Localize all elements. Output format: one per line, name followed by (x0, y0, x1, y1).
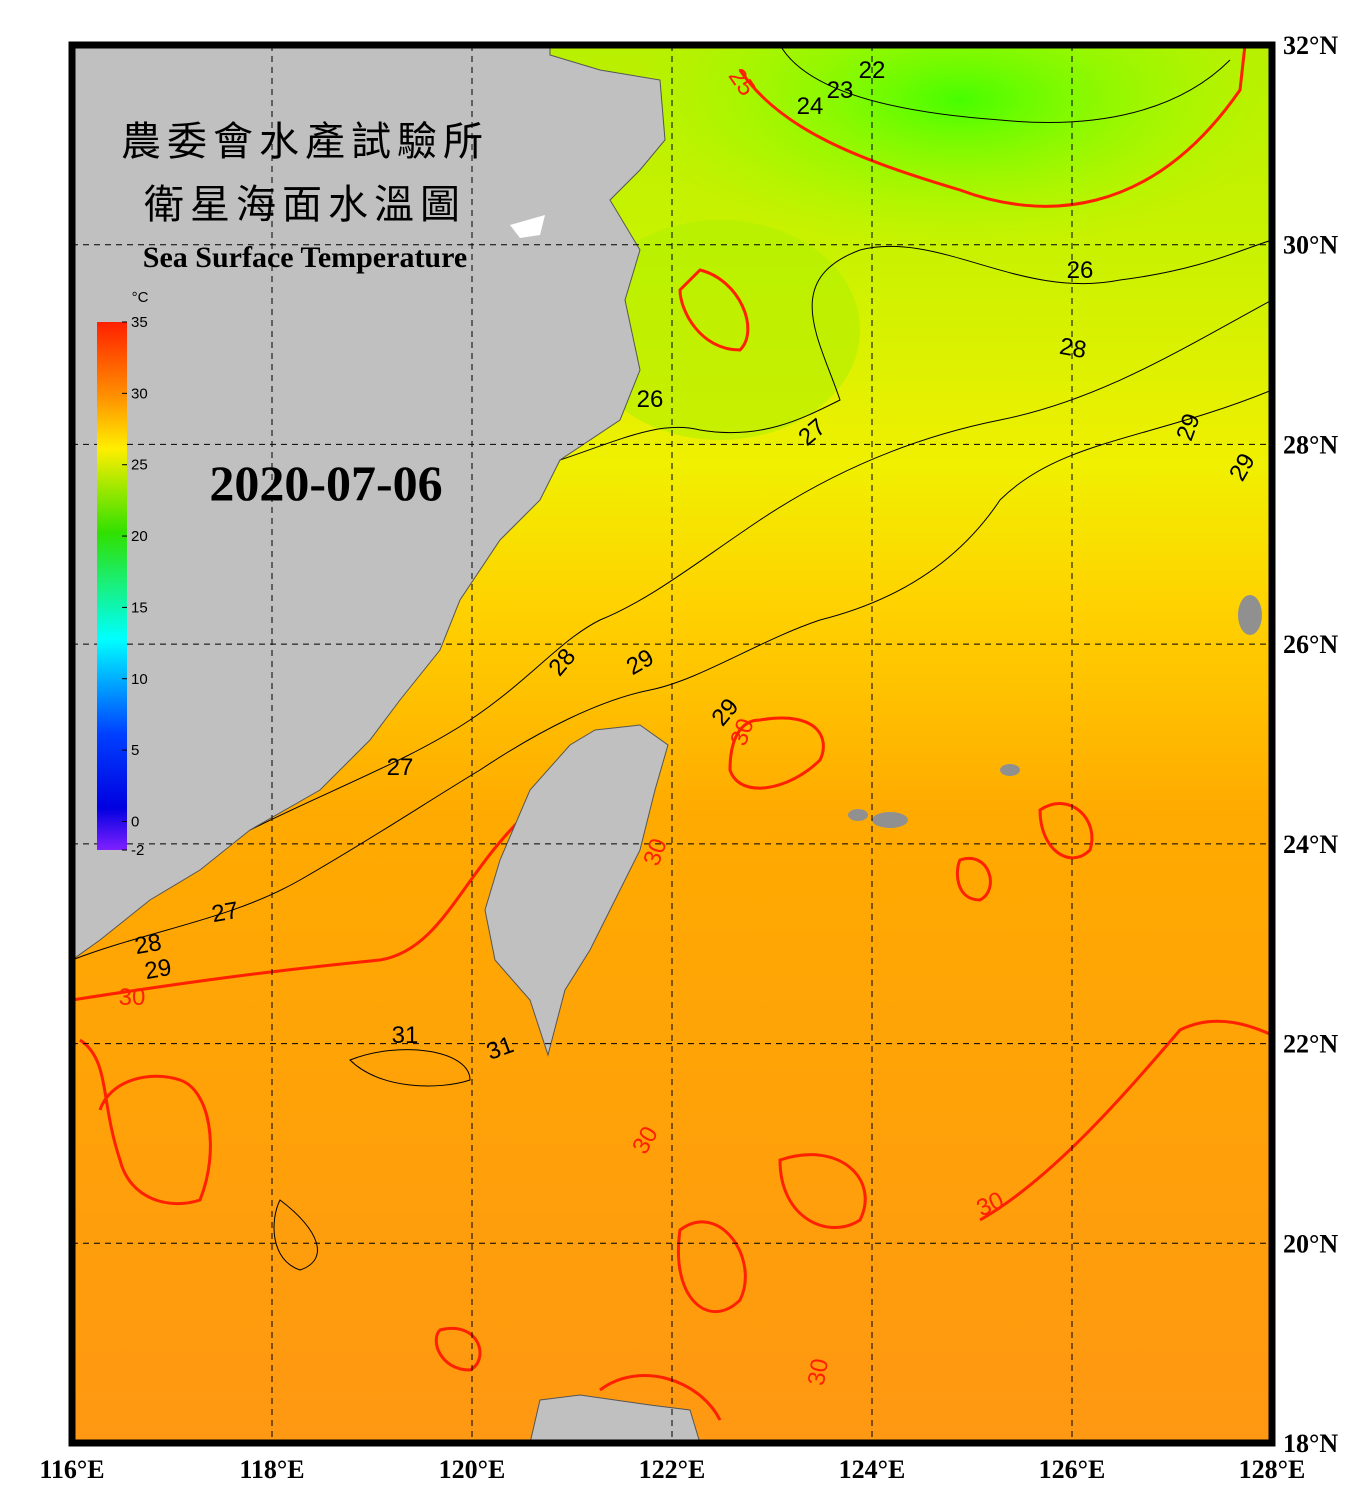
colorbar-tick-label: 25 (131, 457, 148, 474)
colorbar-tick-label: 35 (131, 314, 148, 331)
contour-label: 23 (827, 77, 854, 104)
contour-label: 30 (119, 984, 146, 1011)
lon-label: 128°E (1239, 1455, 1306, 1484)
lat-label: 32°N (1283, 31, 1338, 60)
lon-label: 116°E (39, 1455, 104, 1484)
contour-label: 28 (133, 929, 164, 960)
colorbar-tick-label: -2 (131, 842, 144, 859)
lat-label: 22°N (1283, 1030, 1338, 1059)
map-frame (68, 41, 1276, 1447)
contour-label: 28 (1057, 333, 1088, 364)
contour-label: 30 (803, 1357, 834, 1388)
title-line: 農委會水產試驗所 (121, 119, 489, 165)
lon-label: 122°E (639, 1455, 706, 1484)
lat-label: 18°N (1283, 1429, 1338, 1458)
lon-label: 118°E (239, 1455, 304, 1484)
colorbar-tick-label: 10 (131, 671, 148, 688)
colorbar (97, 322, 127, 850)
taiwan (484, 724, 669, 1057)
lat-label: 24°N (1283, 830, 1338, 859)
contour-label: 27 (210, 897, 241, 928)
colorbar-tick-label: 5 (131, 742, 139, 759)
contour-label: 26 (637, 386, 664, 413)
title-line: 衛星海面水溫圖 (144, 182, 466, 228)
lat-label: 20°N (1283, 1229, 1338, 1258)
colorbar-tick-label: 0 (131, 813, 139, 830)
colorbar-tick-label: 30 (131, 385, 148, 402)
china-coast (72, 45, 666, 961)
colorbar-unit: °C (132, 289, 149, 306)
date: 2020-07-06 (209, 455, 442, 511)
lat-label: 30°N (1283, 231, 1338, 260)
contour-label: 22 (859, 57, 886, 84)
contour-label: 27 (387, 754, 414, 781)
lat-label: 26°N (1283, 630, 1338, 659)
colorbar-tick-label: 20 (131, 528, 148, 545)
contour-label: 29 (143, 954, 174, 985)
subtitle: Sea Surface Temperature (143, 241, 467, 274)
contour-label: 26 (1067, 257, 1094, 284)
map-area (72, 45, 1272, 1443)
lon-label: 120°E (439, 1455, 506, 1484)
colorbar-tick-label: 15 (131, 599, 148, 616)
lon-label: 126°E (1039, 1455, 1106, 1484)
luzon (529, 1394, 701, 1443)
lat-label: 28°N (1283, 430, 1338, 459)
contour-label: 31 (392, 1022, 419, 1049)
lon-label: 124°E (839, 1455, 906, 1484)
contour-label: 24 (797, 93, 824, 120)
